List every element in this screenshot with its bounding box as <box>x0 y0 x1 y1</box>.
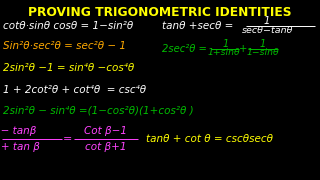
Text: 2sin²θ −1 = sin⁴θ −cos⁴θ: 2sin²θ −1 = sin⁴θ −cos⁴θ <box>3 63 134 73</box>
Text: 1− tanβ: 1− tanβ <box>0 126 36 136</box>
Text: tanθ + cot θ = cscθsecθ: tanθ + cot θ = cscθsecθ <box>146 134 273 144</box>
Text: cot β+1: cot β+1 <box>85 142 126 152</box>
Text: 1: 1 <box>264 16 270 26</box>
Text: 1 + 2cot²θ + cot⁴θ  = csc⁴θ: 1 + 2cot²θ + cot⁴θ = csc⁴θ <box>3 85 146 95</box>
Text: 1 + tan β: 1 + tan β <box>0 142 40 152</box>
Text: 2sin²θ − sin⁴θ =(1−cos²θ)(1+cos²θ ): 2sin²θ − sin⁴θ =(1−cos²θ)(1+cos²θ ) <box>3 106 194 116</box>
Text: 1+sinθ: 1+sinθ <box>208 48 240 57</box>
Text: 2sec²θ =: 2sec²θ = <box>162 44 206 54</box>
Text: secθ−tanθ: secθ−tanθ <box>242 26 293 35</box>
Text: 1: 1 <box>223 39 229 49</box>
Text: +: + <box>239 44 247 54</box>
Text: cotθ·sinθ cosθ = 1−sin²θ: cotθ·sinθ cosθ = 1−sin²θ <box>3 21 133 31</box>
Text: =: = <box>62 134 72 144</box>
Text: Sin²θ·sec²θ = sec²θ − 1: Sin²θ·sec²θ = sec²θ − 1 <box>3 41 126 51</box>
Text: 1−sinθ: 1−sinθ <box>246 48 279 57</box>
Text: tanθ +secθ =: tanθ +secθ = <box>162 21 233 31</box>
Text: 1: 1 <box>259 39 266 49</box>
Text: PROVING TRIGONOMETRIC IDENTITIES: PROVING TRIGONOMETRIC IDENTITIES <box>28 6 292 19</box>
Text: Cot β−1: Cot β−1 <box>84 126 127 136</box>
